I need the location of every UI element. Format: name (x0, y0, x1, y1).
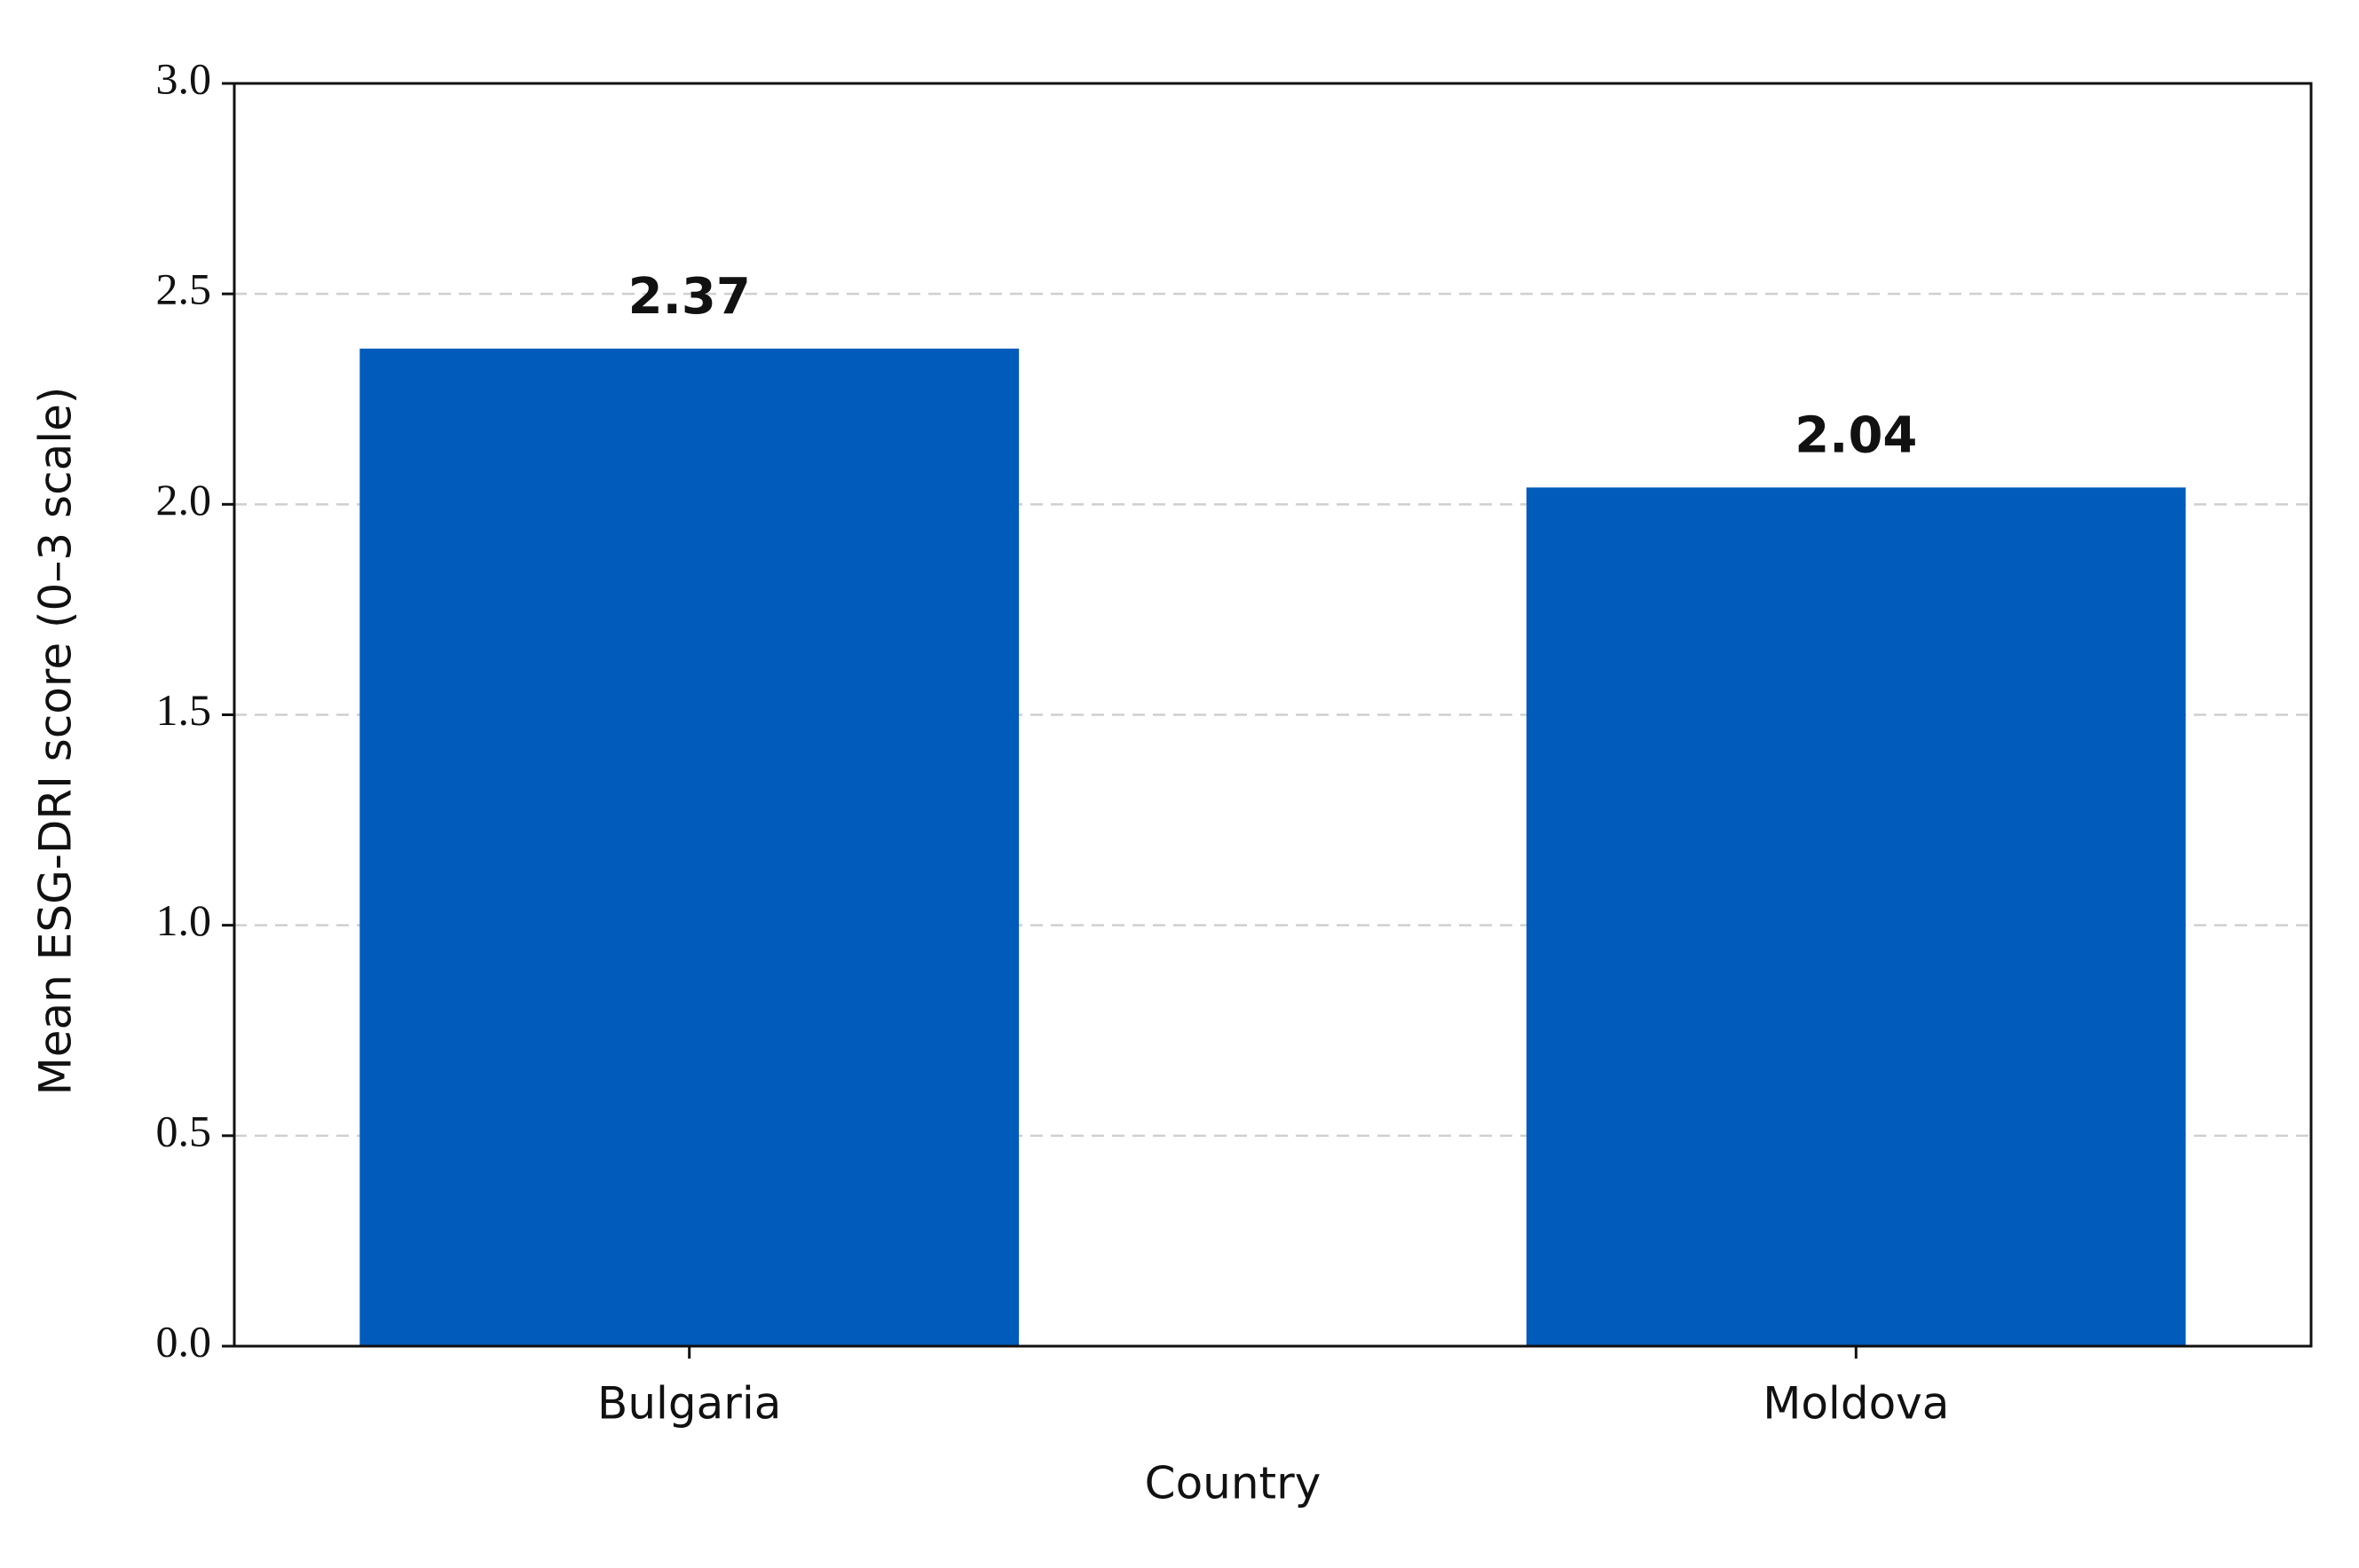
bar (359, 348, 1020, 1347)
x-tick-label: Bulgaria (597, 1378, 781, 1430)
y-tick-label: 1.0 (156, 895, 212, 945)
y-tick-label: 2.5 (156, 264, 212, 314)
y-tick-label: 2.0 (156, 475, 212, 524)
y-tick-label: 1.5 (156, 685, 212, 735)
bar (1526, 487, 2186, 1346)
y-tick-label: 3.0 (156, 53, 212, 103)
y-tick-label: 0.0 (156, 1316, 212, 1366)
value-label: 2.37 (628, 268, 751, 326)
plot-frame (233, 82, 2313, 1348)
x-tick-label: Moldova (1763, 1378, 1949, 1430)
value-label: 2.04 (1795, 407, 1917, 465)
y-tick-label: 0.5 (156, 1106, 212, 1155)
y-axis-label: Mean ESG-DRI score (0–3 scale) (30, 387, 82, 1096)
x-axis-label: Country (1145, 1458, 1322, 1509)
